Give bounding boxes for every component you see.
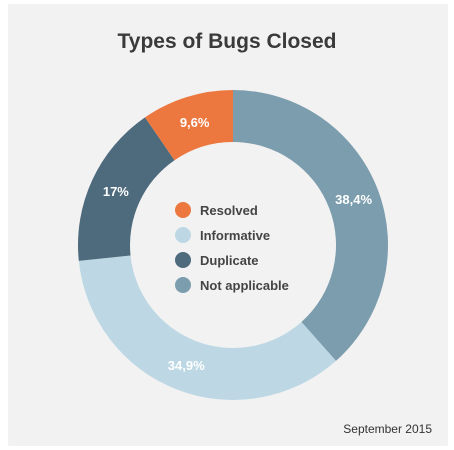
chart-title: Types of Bugs Closed bbox=[117, 30, 337, 53]
legend-label-duplicate: Duplicate bbox=[200, 253, 259, 268]
slice-informative bbox=[78, 255, 336, 400]
slice-label-resolved: 9,6% bbox=[180, 115, 210, 130]
legend-label-resolved: Resolved bbox=[200, 203, 258, 218]
slice-label-not-applicable: 38,4% bbox=[335, 192, 372, 207]
slice-duplicate bbox=[78, 117, 175, 261]
slice-label-informative: 34,9% bbox=[168, 358, 205, 373]
slice-label-duplicate: 17% bbox=[103, 184, 129, 199]
legend-swatch-duplicate bbox=[175, 252, 191, 268]
slice-labels-group: 38,4% 34,9% 17% 9,6% bbox=[103, 115, 373, 373]
legend-swatch-not-applicable bbox=[175, 277, 191, 293]
legend-swatch-informative bbox=[175, 227, 191, 243]
legend-swatch-resolved bbox=[175, 202, 191, 218]
legend-label-informative: Informative bbox=[200, 228, 270, 243]
slice-not-applicable bbox=[233, 90, 389, 361]
date-note: September 2015 bbox=[343, 422, 432, 436]
legend-label-not-applicable: Not applicable bbox=[200, 278, 289, 293]
legend: Resolved Informative Duplicate Not applicab… bbox=[175, 202, 289, 293]
slice-resolved bbox=[144, 90, 233, 161]
slices-group bbox=[78, 90, 389, 400]
